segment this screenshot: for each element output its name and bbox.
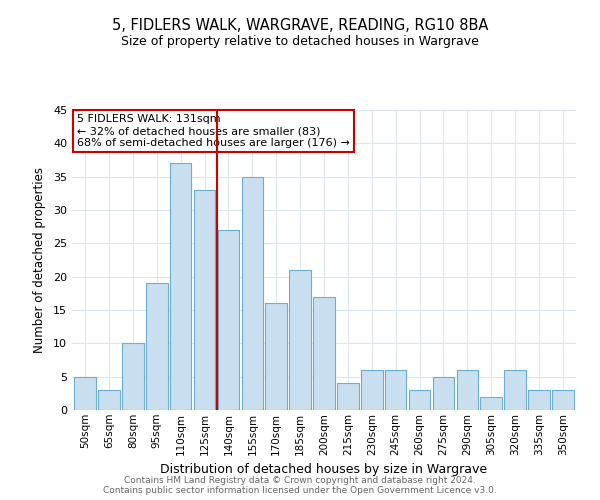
Bar [433,376,454,410]
Text: 5, FIDLERS WALK, WARGRAVE, READING, RG10 8BA: 5, FIDLERS WALK, WARGRAVE, READING, RG10… [112,18,488,32]
Y-axis label: Number of detached properties: Number of detached properties [33,167,46,353]
Bar [74,376,96,410]
Bar [361,370,383,410]
Text: Contains HM Land Registry data © Crown copyright and database right 2024.: Contains HM Land Registry data © Crown c… [124,476,476,485]
Bar [409,390,430,410]
Bar [528,390,550,410]
Bar [289,270,311,410]
X-axis label: Distribution of detached houses by size in Wargrave: Distribution of detached houses by size … [160,463,488,476]
Bar [194,190,215,410]
Bar [505,370,526,410]
Bar [170,164,191,410]
Text: Size of property relative to detached houses in Wargrave: Size of property relative to detached ho… [121,35,479,48]
Bar [146,284,167,410]
Bar [122,344,143,410]
Text: 5 FIDLERS WALK: 131sqm
← 32% of detached houses are smaller (83)
68% of semi-det: 5 FIDLERS WALK: 131sqm ← 32% of detached… [77,114,350,148]
Bar [337,384,359,410]
Bar [98,390,120,410]
Bar [265,304,287,410]
Bar [552,390,574,410]
Bar [385,370,406,410]
Text: Contains public sector information licensed under the Open Government Licence v3: Contains public sector information licen… [103,486,497,495]
Bar [218,230,239,410]
Bar [457,370,478,410]
Bar [313,296,335,410]
Bar [481,396,502,410]
Bar [242,176,263,410]
